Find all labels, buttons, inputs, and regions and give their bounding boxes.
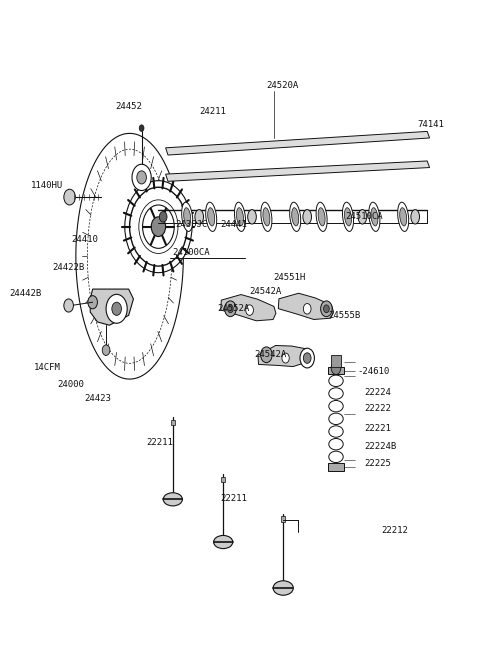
Text: 22225: 22225: [365, 459, 392, 468]
Circle shape: [64, 189, 75, 205]
Bar: [328, 367, 344, 374]
Text: 24542A: 24542A: [250, 286, 282, 296]
Ellipse shape: [400, 208, 407, 226]
Text: 24552A: 24552A: [217, 304, 250, 313]
Ellipse shape: [345, 208, 351, 226]
Ellipse shape: [369, 202, 380, 231]
Circle shape: [261, 347, 272, 363]
Ellipse shape: [248, 210, 256, 224]
Text: -24610: -24610: [358, 367, 390, 376]
Bar: [171, 420, 175, 425]
Text: 22222: 22222: [365, 404, 392, 413]
Circle shape: [303, 304, 311, 314]
Text: 24551H: 24551H: [274, 273, 306, 283]
Text: 24100CA: 24100CA: [172, 248, 209, 258]
Ellipse shape: [163, 493, 182, 506]
Text: 22224B: 22224B: [365, 442, 397, 451]
Circle shape: [282, 353, 289, 363]
Bar: [331, 355, 341, 367]
Circle shape: [324, 305, 329, 313]
Circle shape: [159, 212, 167, 222]
Text: 22211: 22211: [221, 493, 248, 503]
Circle shape: [106, 294, 127, 323]
Text: 24410: 24410: [71, 235, 98, 244]
Circle shape: [137, 171, 146, 184]
Text: 24542A: 24542A: [254, 350, 287, 359]
Ellipse shape: [184, 208, 191, 226]
Circle shape: [88, 296, 97, 309]
Text: 24520A: 24520A: [266, 81, 299, 90]
Text: 22224: 22224: [365, 388, 392, 397]
Circle shape: [132, 164, 151, 191]
Text: 22221: 22221: [365, 424, 392, 433]
Ellipse shape: [292, 208, 299, 226]
Ellipse shape: [358, 210, 367, 224]
Circle shape: [112, 302, 121, 315]
Circle shape: [125, 181, 192, 273]
Ellipse shape: [261, 202, 272, 231]
Ellipse shape: [303, 210, 312, 224]
Text: 24442B: 24442B: [10, 289, 42, 298]
Circle shape: [143, 205, 174, 248]
Text: 24423: 24423: [84, 394, 111, 403]
Ellipse shape: [316, 202, 327, 231]
Bar: [221, 477, 225, 482]
Text: 24555B: 24555B: [329, 311, 361, 320]
Text: 24211: 24211: [199, 107, 226, 116]
Ellipse shape: [273, 581, 293, 595]
Ellipse shape: [237, 208, 243, 226]
Polygon shape: [258, 346, 311, 367]
Ellipse shape: [205, 202, 217, 231]
Text: 14CFM: 14CFM: [34, 363, 60, 373]
Text: 24000: 24000: [58, 380, 84, 389]
Circle shape: [151, 217, 166, 237]
Ellipse shape: [371, 208, 378, 226]
Text: 22211: 22211: [146, 438, 173, 447]
Bar: [281, 516, 285, 522]
Ellipse shape: [411, 210, 420, 224]
Polygon shape: [221, 294, 276, 321]
Text: 24510CA: 24510CA: [346, 212, 383, 221]
Circle shape: [64, 299, 73, 312]
Ellipse shape: [195, 210, 204, 224]
Circle shape: [246, 305, 253, 315]
Circle shape: [102, 345, 110, 355]
Ellipse shape: [342, 202, 354, 231]
Polygon shape: [90, 289, 133, 325]
Text: 24422B: 24422B: [53, 263, 85, 272]
Circle shape: [225, 301, 236, 317]
Ellipse shape: [318, 208, 325, 226]
Circle shape: [300, 348, 314, 368]
Circle shape: [321, 301, 332, 317]
Polygon shape: [278, 293, 334, 319]
Ellipse shape: [263, 208, 270, 226]
Text: 74141: 74141: [418, 120, 444, 129]
Text: 24441: 24441: [221, 220, 248, 229]
Ellipse shape: [234, 202, 246, 231]
Text: 2430JC: 2430JC: [175, 220, 207, 229]
Ellipse shape: [397, 202, 409, 231]
Ellipse shape: [208, 208, 215, 226]
Text: 24452: 24452: [115, 102, 142, 111]
Ellipse shape: [289, 202, 301, 231]
Text: 22212: 22212: [382, 526, 408, 535]
Ellipse shape: [181, 202, 193, 231]
Circle shape: [228, 305, 233, 313]
Polygon shape: [166, 161, 430, 181]
Ellipse shape: [214, 535, 233, 549]
Polygon shape: [166, 131, 430, 155]
Circle shape: [139, 125, 144, 131]
Circle shape: [303, 353, 311, 363]
Circle shape: [130, 187, 187, 266]
Circle shape: [331, 361, 341, 374]
Bar: [328, 463, 344, 471]
Text: 1140HU: 1140HU: [31, 181, 63, 190]
